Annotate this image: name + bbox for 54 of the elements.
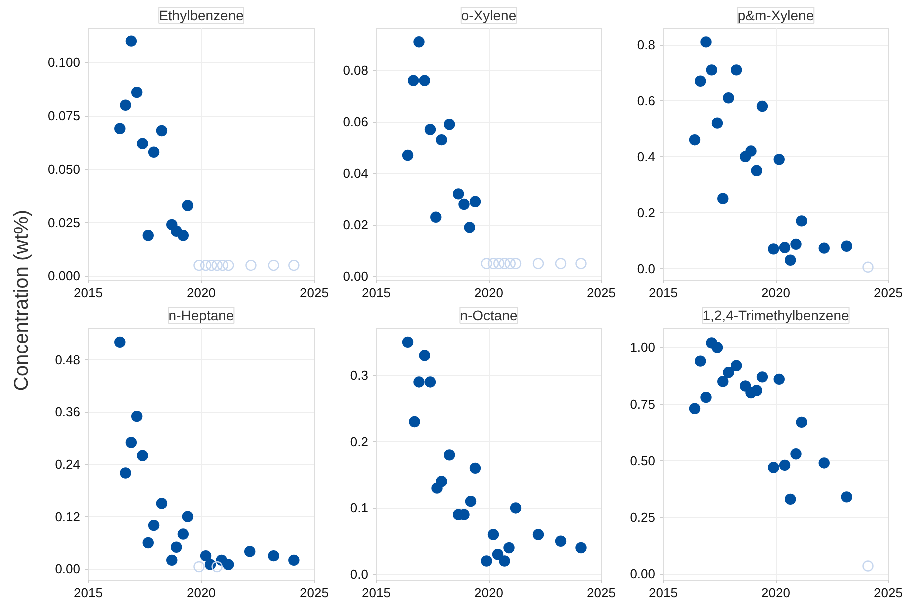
chart-title: 1,2,4-Trimethylbenzene xyxy=(702,308,850,324)
y-tick-label: 0.50 xyxy=(630,453,656,468)
y-tick-label: 0.3 xyxy=(350,368,369,384)
x-tick-label: 2015 xyxy=(74,586,103,600)
x-tick-label: 2025 xyxy=(300,586,329,600)
y-tick-label: 0.00 xyxy=(55,562,81,577)
y-tick-label: 0.75 xyxy=(630,396,656,412)
y-tick-label: 0.00 xyxy=(343,269,369,284)
y-tick-label: 0.8 xyxy=(637,38,656,52)
x-tick-label: 2020 xyxy=(474,586,504,600)
y-tick-label: 0.050 xyxy=(48,162,81,177)
chart-title: Ethylbenzene xyxy=(159,8,244,24)
y-tick-label: 0.6 xyxy=(637,93,656,108)
y-tick-label: 0.25 xyxy=(630,510,656,526)
x-tick-label: 2020 xyxy=(762,286,790,300)
y-tick-label: 0.2 xyxy=(637,205,656,220)
y-tick-label: 0.36 xyxy=(55,404,81,420)
y-axis-title: Concentration (wt%) xyxy=(11,210,34,392)
x-tick-label: 2015 xyxy=(74,286,103,300)
x-tick-label: 2020 xyxy=(187,286,216,300)
y-tick-label: 0.000 xyxy=(48,268,81,284)
x-tick-label: 2025 xyxy=(300,286,329,300)
x-tick-label: 2020 xyxy=(474,286,504,300)
y-tick-label: 0.02 xyxy=(343,218,369,233)
x-tick-label: 2025 xyxy=(874,586,903,600)
y-tick-label: 0.12 xyxy=(55,509,81,524)
y-tick-label: 0.025 xyxy=(48,215,81,230)
x-tick-label: 2020 xyxy=(187,586,216,600)
y-tick-label: 0.100 xyxy=(48,55,81,70)
y-tick-label: 0.04 xyxy=(343,166,369,182)
x-tick-label: 2015 xyxy=(649,586,678,600)
y-tick-label: 0.06 xyxy=(343,114,369,130)
chart-title: o-Xylene xyxy=(461,8,517,24)
x-tick-label: 2015 xyxy=(649,286,678,300)
y-tick-label: 0.08 xyxy=(343,63,369,78)
y-tick-label: 0.24 xyxy=(55,457,81,472)
chart-title: p&m-Xylene xyxy=(738,8,814,24)
y-tick-label: 0.075 xyxy=(48,108,81,124)
x-tick-label: 2020 xyxy=(762,586,790,600)
y-tick-label: 0.00 xyxy=(630,566,656,582)
x-tick-label: 2015 xyxy=(362,586,391,600)
y-tick-label: 1.00 xyxy=(630,340,656,356)
x-tick-label: 2025 xyxy=(587,586,616,600)
chart-title: n-Octane xyxy=(460,308,518,324)
y-tick-label: 0.4 xyxy=(637,149,656,164)
chart-title: n-Heptane xyxy=(168,308,234,324)
y-tick-label: 0.48 xyxy=(55,352,81,368)
y-tick-label: 0.0 xyxy=(637,261,656,276)
x-tick-label: 2025 xyxy=(587,286,616,300)
y-tick-label: 0.2 xyxy=(350,434,369,450)
x-tick-label: 2015 xyxy=(362,286,391,300)
y-tick-label: 0.1 xyxy=(350,500,369,516)
x-tick-label: 2025 xyxy=(874,286,903,300)
y-tick-label: 0.0 xyxy=(350,567,369,582)
